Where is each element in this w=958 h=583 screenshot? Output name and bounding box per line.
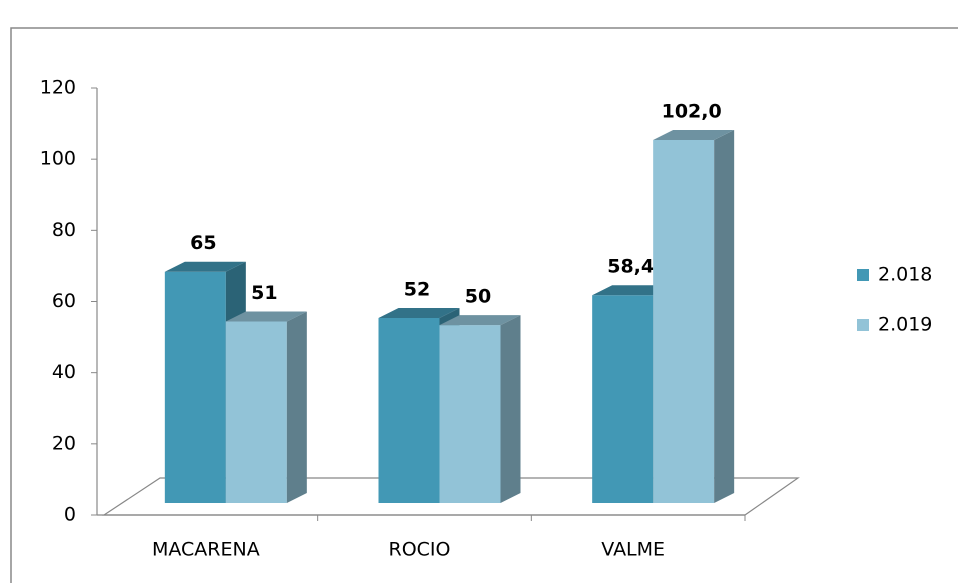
bar bbox=[653, 130, 735, 504]
legend-label: 2.018 bbox=[878, 264, 932, 286]
x-tick-label: VALME bbox=[601, 539, 665, 561]
bar-front bbox=[653, 140, 715, 504]
bar-front bbox=[378, 317, 440, 503]
value-label: 51 bbox=[251, 282, 277, 304]
y-tick-label: 60 bbox=[52, 290, 76, 312]
y-tick-label: 120 bbox=[40, 77, 76, 99]
x-tick-label: ROCIO bbox=[389, 539, 451, 561]
bar-side bbox=[286, 311, 307, 503]
y-tick-label: 80 bbox=[52, 219, 76, 241]
value-label: 102,0 bbox=[662, 101, 722, 123]
bar-top bbox=[592, 285, 674, 296]
bar-front bbox=[439, 325, 501, 503]
legend-label: 2.019 bbox=[878, 314, 932, 336]
bar-front bbox=[225, 321, 287, 503]
bar-top bbox=[225, 311, 307, 322]
y-tick-label: 20 bbox=[52, 432, 76, 454]
value-label: 52 bbox=[404, 278, 430, 300]
bar-top bbox=[653, 130, 735, 141]
value-label: 58,4 bbox=[607, 256, 654, 278]
bar bbox=[225, 311, 307, 503]
bar-front bbox=[164, 271, 226, 503]
x-tick-label: MACARENA bbox=[152, 539, 260, 561]
bar-top bbox=[378, 307, 460, 318]
y-tick-label: 40 bbox=[52, 361, 76, 383]
value-label: 65 bbox=[190, 232, 216, 254]
value-label: 50 bbox=[465, 286, 491, 308]
y-tick-label: 0 bbox=[64, 504, 76, 526]
bar-side bbox=[714, 130, 735, 504]
y-tick-label: 100 bbox=[40, 148, 76, 170]
legend-swatch bbox=[857, 319, 869, 331]
legend-swatch bbox=[857, 269, 869, 281]
bar-top bbox=[439, 315, 521, 326]
bar-front bbox=[592, 295, 654, 503]
bar-side bbox=[500, 315, 521, 503]
bar-top bbox=[164, 261, 246, 272]
bar bbox=[439, 315, 521, 503]
